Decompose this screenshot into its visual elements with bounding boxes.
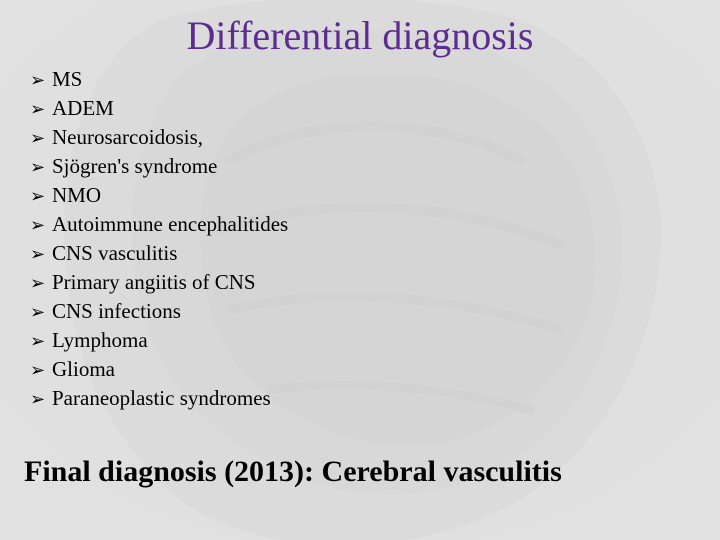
list-item: ➢NMO bbox=[30, 181, 696, 210]
list-item: ➢Lymphoma bbox=[30, 326, 696, 355]
list-item-label: ADEM bbox=[52, 94, 114, 123]
bullet-icon: ➢ bbox=[30, 155, 52, 180]
list-item-label: Glioma bbox=[52, 355, 115, 384]
list-item: ➢Autoimmune encephalitides bbox=[30, 210, 696, 239]
list-item: ➢Primary angiitis of CNS bbox=[30, 268, 696, 297]
slide-title: Differential diagnosis bbox=[24, 12, 696, 59]
differential-list: ➢MS ➢ADEM ➢Neurosarcoidosis, ➢Sjögren's … bbox=[24, 65, 696, 413]
list-item-label: Lymphoma bbox=[52, 326, 148, 355]
list-item-label: CNS infections bbox=[52, 297, 181, 326]
list-item-label: CNS vasculitis bbox=[52, 239, 177, 268]
bullet-icon: ➢ bbox=[30, 271, 52, 296]
list-item: ➢Sjögren's syndrome bbox=[30, 152, 696, 181]
list-item: ➢CNS infections bbox=[30, 297, 696, 326]
bullet-icon: ➢ bbox=[30, 213, 52, 238]
bullet-icon: ➢ bbox=[30, 329, 52, 354]
list-item: ➢Neurosarcoidosis, bbox=[30, 123, 696, 152]
final-diagnosis: Final diagnosis (2013): Cerebral vasculi… bbox=[24, 455, 696, 489]
bullet-icon: ➢ bbox=[30, 126, 52, 151]
bullet-icon: ➢ bbox=[30, 387, 52, 412]
bullet-icon: ➢ bbox=[30, 358, 52, 383]
bullet-icon: ➢ bbox=[30, 97, 52, 122]
bullet-icon: ➢ bbox=[30, 242, 52, 267]
list-item-label: Sjögren's syndrome bbox=[52, 152, 217, 181]
list-item: ➢MS bbox=[30, 65, 696, 94]
list-item-label: Paraneoplastic syndromes bbox=[52, 384, 271, 413]
list-item-label: MS bbox=[52, 65, 82, 94]
list-item-label: Primary angiitis of CNS bbox=[52, 268, 256, 297]
list-item-label: Autoimmune encephalitides bbox=[52, 210, 288, 239]
list-item: ➢CNS vasculitis bbox=[30, 239, 696, 268]
list-item: ➢ADEM bbox=[30, 94, 696, 123]
bullet-icon: ➢ bbox=[30, 68, 52, 93]
list-item: ➢Glioma bbox=[30, 355, 696, 384]
list-item-label: NMO bbox=[52, 181, 101, 210]
bullet-icon: ➢ bbox=[30, 300, 52, 325]
list-item-label: Neurosarcoidosis, bbox=[52, 123, 203, 152]
bullet-icon: ➢ bbox=[30, 184, 52, 209]
list-item: ➢Paraneoplastic syndromes bbox=[30, 384, 696, 413]
slide-content: Differential diagnosis ➢MS ➢ADEM ➢Neuros… bbox=[0, 0, 720, 489]
